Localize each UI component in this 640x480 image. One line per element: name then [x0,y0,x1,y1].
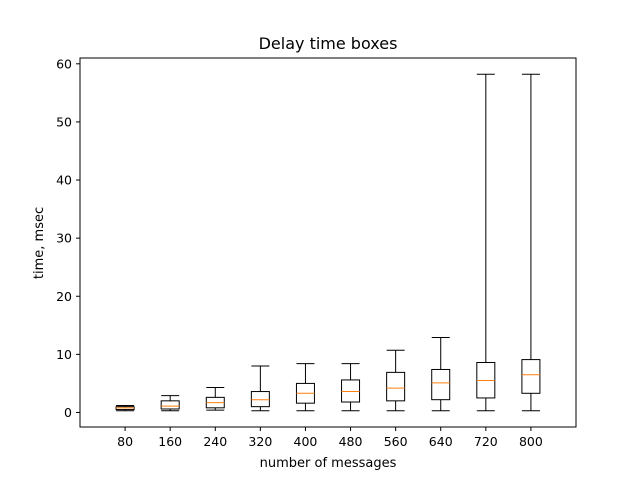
plot-area-frame [79,57,577,428]
box-80 [115,404,135,412]
box-480 [341,363,361,412]
x-tick-label: 400 [294,434,318,449]
box-720 [476,73,496,412]
box-160 [160,395,180,412]
iqr-box [521,359,541,394]
x-tick-label: 240 [203,434,227,449]
iqr-box [160,400,180,410]
y-tick-label: 40 [56,173,72,188]
box-layer [115,73,541,412]
box-320 [250,365,270,412]
box-640 [431,337,451,412]
chart-title: Delay time boxes [259,34,398,53]
y-tick-label: 0 [64,405,72,420]
x-tick-label: 640 [429,434,453,449]
x-axis-ticks: 80 160 240 320 400 480 560 640 720 800 [117,427,543,449]
iqr-box [341,379,361,403]
y-tick-label: 50 [56,114,72,129]
x-tick-label: 480 [339,434,363,449]
y-tick-label: 20 [56,289,72,304]
box-240 [205,386,225,411]
box-400 [295,363,315,412]
x-tick-label: 720 [474,434,498,449]
iqr-box [431,368,451,401]
x-tick-label: 160 [158,434,182,449]
x-axis-label: number of messages [260,456,397,471]
iqr-box [386,371,406,402]
iqr-box [250,391,270,408]
y-axis-ticks: 0 10 20 30 40 50 60 [56,56,80,420]
x-tick-label: 320 [248,434,272,449]
y-tick-label: 10 [56,347,72,362]
x-tick-label: 80 [117,434,133,449]
box-800 [521,73,541,412]
y-tick-label: 60 [56,56,72,71]
box-560 [386,349,406,412]
x-tick-label: 800 [519,434,543,449]
y-axis-label: time, msec [32,207,47,279]
x-tick-label: 560 [384,434,408,449]
y-tick-label: 30 [56,231,72,246]
